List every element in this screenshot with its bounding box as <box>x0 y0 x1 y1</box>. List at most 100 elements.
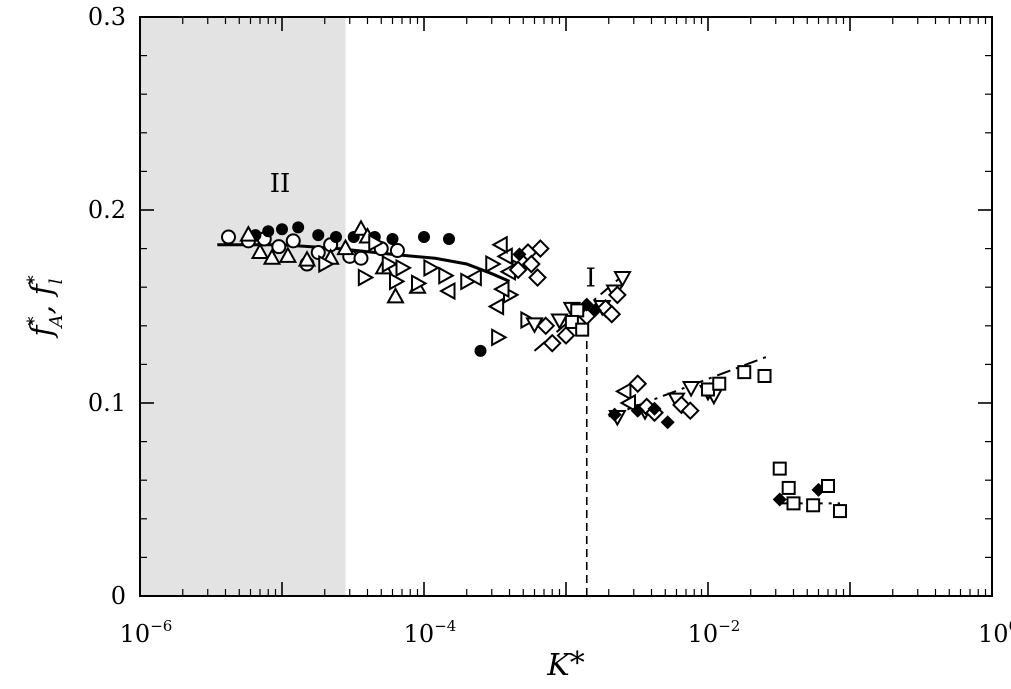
region-ii-label: II <box>270 169 291 199</box>
point-circle-filled <box>474 344 487 357</box>
x-axis-label-sup: * <box>570 646 585 681</box>
y-tick-label: 0 <box>111 582 126 610</box>
point-triangle-left-open <box>465 268 482 287</box>
y-axis-label-sub1: A <box>46 315 67 330</box>
x-tick-exponent: −2 <box>718 617 740 635</box>
point-triangle-right-open <box>368 233 385 253</box>
point-circle-filled <box>443 232 456 245</box>
point-triangle-down-open <box>613 271 632 288</box>
x-tick-label: 10−2 <box>688 617 741 648</box>
point-square-open <box>737 365 752 380</box>
point-square-open <box>806 498 821 513</box>
point-triangle-right-open <box>438 266 455 285</box>
y-axis-label: f*A, f*l <box>24 275 67 338</box>
y-tick-labels: 0 0.1 0.2 0.3 <box>88 3 126 610</box>
point-triangle-left-open <box>491 235 508 254</box>
x-tick-exponent: −6 <box>150 617 172 635</box>
point-diamond-open <box>536 316 556 336</box>
point-triangle-left-open <box>487 297 505 316</box>
point-triangle-right-open <box>411 274 428 293</box>
point-triangle-up-open <box>351 219 371 236</box>
point-diamond-open <box>628 374 648 394</box>
point-triangle-up-open <box>336 238 355 256</box>
point-circle-filled <box>262 225 275 238</box>
point-diamond-filled <box>772 492 787 507</box>
point-triangle-left-open <box>619 393 636 413</box>
point-square-open <box>701 382 715 397</box>
point-circle-filled <box>329 231 342 244</box>
x-tick-label: 10−4 <box>404 617 457 648</box>
point-diamond-open <box>530 239 550 259</box>
y-tick-label: 0.1 <box>88 389 126 417</box>
point-triangle-up-open <box>250 242 270 259</box>
point-circle-open <box>271 239 287 255</box>
y-axis-label-sep: , <box>25 295 60 314</box>
point-circle-open <box>353 250 369 266</box>
point-triangle-left-open <box>614 382 632 401</box>
point-circle-open <box>221 229 237 245</box>
point-square-open <box>575 322 590 337</box>
y-axis-label-sub2: l <box>46 278 67 284</box>
point-triangle-right-open <box>381 254 399 274</box>
x-tick-exponent: 0 <box>1009 617 1011 635</box>
point-diamond-open <box>556 326 576 345</box>
point-square-open <box>832 504 847 519</box>
point-diamond-filled <box>660 415 675 430</box>
point-square-open <box>786 496 801 511</box>
point-square-open <box>781 480 796 495</box>
point-diamond-open <box>508 260 528 280</box>
x-tick-base: 10 <box>120 620 151 648</box>
point-diamond-open <box>607 285 627 305</box>
point-circle-open <box>389 243 405 259</box>
point-diamond-open <box>602 304 622 324</box>
point-triangle-left-open <box>438 281 456 301</box>
point-square-open <box>772 461 787 476</box>
x-tick-exponent: −4 <box>434 617 456 635</box>
point-triangle-left-open <box>496 247 513 266</box>
y-axis-label-sup1: * <box>24 317 45 326</box>
point-diamond-filled <box>512 247 527 262</box>
x-tick-base: 10 <box>404 620 435 648</box>
x-tick-label: 100 <box>978 617 1011 648</box>
y-tick-label: 0.3 <box>88 3 126 31</box>
point-diamond-open <box>521 254 541 274</box>
point-circle-filled <box>418 231 430 244</box>
point-triangle-right-open <box>357 268 375 287</box>
point-diamond-filled <box>587 303 602 318</box>
plot-frame <box>139 16 993 597</box>
x-axis-label: K* <box>546 646 584 683</box>
point-circle-filled <box>276 223 288 236</box>
point-square-open <box>757 368 772 383</box>
x-tick-label: 10−6 <box>120 617 173 648</box>
point-circle-filled <box>312 229 325 242</box>
point-triangle-left-open <box>492 279 510 299</box>
point-triangle-right-open <box>423 258 440 278</box>
point-square-open <box>570 303 585 318</box>
point-triangle-right-open <box>395 258 413 278</box>
x-tick-base: 10 <box>978 620 1009 648</box>
point-triangle-up-open <box>239 225 258 242</box>
y-axis-label-sup2: * <box>24 275 45 284</box>
point-diamond-filled <box>607 407 622 422</box>
point-square-open <box>564 314 579 329</box>
point-square-open <box>821 478 836 493</box>
point-triangle-up-open <box>262 248 282 265</box>
point-circle-filled <box>292 221 305 234</box>
point-triangle-right-open <box>485 254 502 274</box>
marker-i-label: I <box>586 264 596 294</box>
y-tick-label: 0.2 <box>88 196 126 224</box>
point-square-open <box>712 376 727 391</box>
point-triangle-right-open <box>389 272 406 291</box>
x-axis-label-main: K <box>546 648 571 683</box>
point-triangle-right-open <box>491 328 508 347</box>
point-circle-open <box>285 233 301 249</box>
data-points <box>221 219 847 519</box>
point-diamond-open <box>528 268 547 287</box>
point-triangle-up-open <box>297 250 317 267</box>
point-triangle-right-open <box>318 254 335 274</box>
point-circle-filled <box>386 232 399 245</box>
point-diamond-filled <box>630 403 645 418</box>
point-triangle-up-open <box>278 246 298 263</box>
